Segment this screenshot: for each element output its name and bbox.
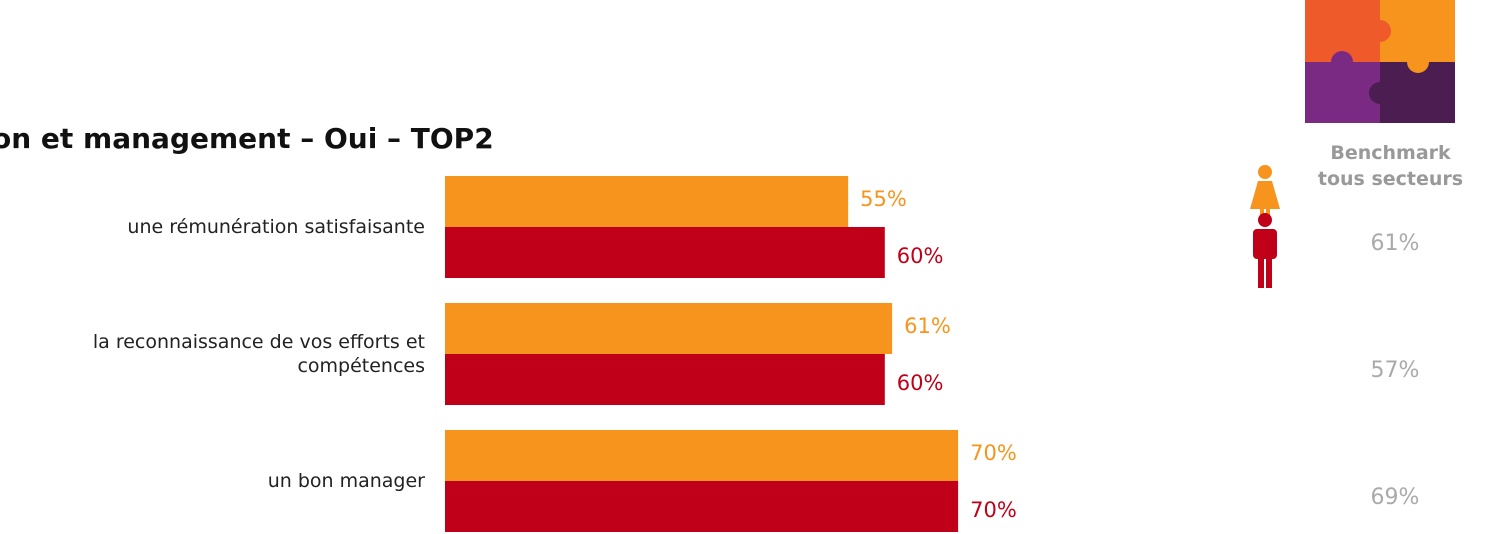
value-label: 61% <box>904 314 951 338</box>
value-label: 70% <box>970 498 1017 522</box>
value-label: 70% <box>970 441 1017 465</box>
man-icon <box>1253 213 1277 288</box>
category-label: un bon manager <box>267 470 425 492</box>
value-label: 55% <box>860 187 907 211</box>
benchmark-value: 61% <box>1371 231 1420 256</box>
woman-icon <box>1250 165 1280 217</box>
benchmark-value: 57% <box>1371 358 1420 383</box>
bar <box>445 227 885 278</box>
benchmark-title: Benchmark tous secteurs <box>1317 142 1464 190</box>
puzzle-icon <box>1305 0 1455 123</box>
chart-title: on et management – Oui – TOP2 <box>0 122 494 155</box>
bar <box>445 176 849 227</box>
bar <box>445 303 893 354</box>
value-label: 60% <box>897 244 944 268</box>
bar <box>445 481 959 532</box>
bar <box>445 354 885 405</box>
bar <box>445 430 959 481</box>
value-label: 60% <box>897 371 944 395</box>
category-label: la reconnaissance de vos efforts et comp… <box>92 331 425 377</box>
benchmark-value: 69% <box>1371 485 1420 510</box>
category-label: une rémunération satisfaisante <box>127 216 425 238</box>
